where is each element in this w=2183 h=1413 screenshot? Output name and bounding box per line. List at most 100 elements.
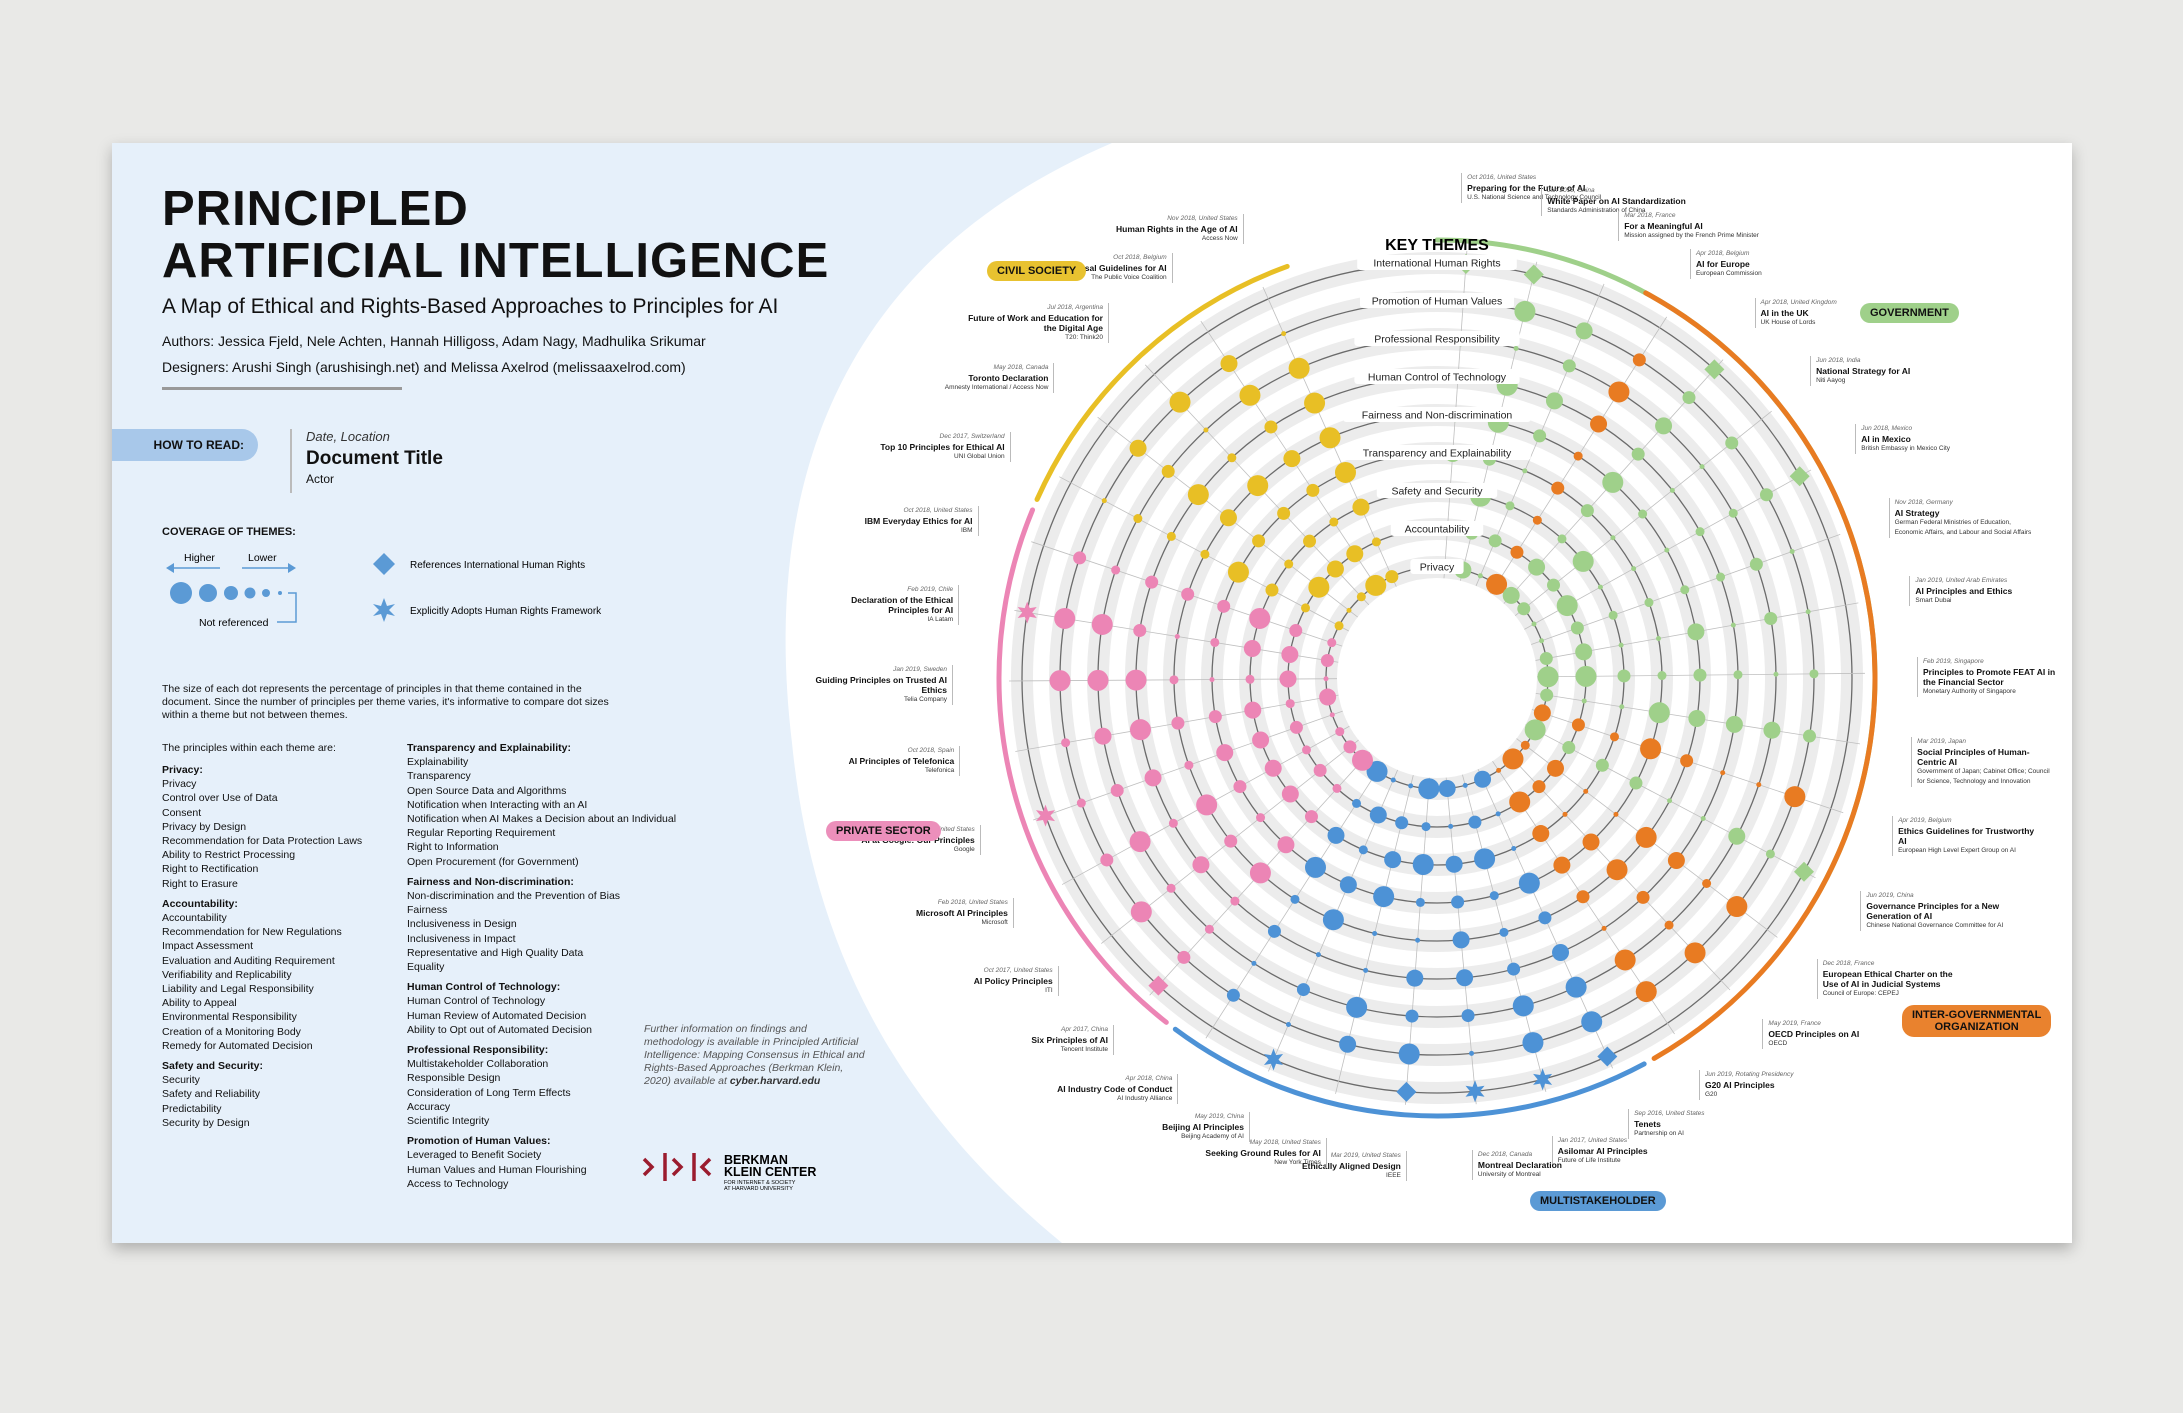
coverage-dot [1693,668,1707,682]
document-date: Apr 2018, China [1125,1075,1173,1083]
document-label: Oct 2016, United States Preparing for the… [1461,173,1607,204]
principle-item: Transparency [407,770,471,783]
coverage-dot [1648,702,1670,724]
coverage-dot [1805,609,1811,615]
document-title: Ethically Aligned Design [1301,1160,1401,1171]
further-info: Further information on findings and meth… [644,1023,869,1088]
theme-label-bg [1390,521,1484,536]
how-to-read-example: Date, Location Document Title Actor [290,429,443,493]
theme-label: Promotion of Human Values [1372,296,1503,308]
coverage-dot [1334,621,1344,631]
document-label: May 2018, Canada Toronto Declaration Amnes… [908,363,1055,394]
hr-framework-star-marker [1263,1048,1284,1071]
coverage-dot [1049,670,1071,692]
coverage-dot [1169,391,1191,413]
coverage-dot [1505,501,1515,511]
coverage-dot [1580,504,1594,518]
key-themes-radial-chart: KEY THEMES International Human Rights Prom… [996,237,1878,1119]
hr-framework-star-marker [1465,1080,1485,1103]
document-actor: UK House of Lords [1760,318,1816,326]
coverage-dot [1304,810,1318,824]
coverage-dot [1332,783,1342,793]
coverage-dot [1281,331,1287,337]
ihr-diamond-marker [1597,1046,1618,1067]
coverage-dot [1680,585,1690,595]
coverage-dot [1369,806,1387,824]
document-label: Oct 2018, Belgium Universal Guidelines fo… [1027,253,1173,284]
coverage-dot [1395,816,1409,830]
coverage-dot [1343,740,1357,754]
document-actor: ITI [1045,986,1053,994]
theme-label-bg [1360,293,1514,308]
principle-item: Explainability [407,756,469,769]
coverage-dot [1323,676,1329,682]
sector-arc-civil [1034,263,1290,502]
document-title: Asilomar AI Principles [1557,1145,1648,1156]
coverage-dot [1277,506,1291,520]
document-label: Dec 2018, France European Ethical Charter… [1816,959,1963,1000]
principle-item: Safety and Reliability [162,1088,261,1101]
document-label: Feb 2018, United States Microsoft AI Prin… [868,898,1014,929]
theme-heading: Privacy: [162,764,203,776]
coverage-dot [1655,417,1673,435]
document-title: AI in the UK [1760,307,1809,318]
principle-item: Predictability [162,1102,222,1115]
coverage-dot [1720,770,1726,776]
coverage-dot [1618,642,1624,648]
coverage-dot [1129,439,1147,457]
coverage-dot [1129,719,1151,741]
coverage-dot [1329,712,1335,718]
coverage-dot [1524,719,1546,741]
coverage-dot [1684,942,1706,964]
coverage-dot [1664,547,1670,553]
principle-item: Accountability [162,912,227,925]
further-info-link[interactable]: cyber.harvard.edu [729,1075,821,1087]
document-date: Jan 2017, United States [1557,1136,1628,1144]
coverage-dot [1174,633,1180,639]
principle-item: Multistakeholder Collaboration [407,1058,549,1071]
coverage-dot [1267,924,1281,938]
coverage-dot [1279,670,1297,688]
document-actor: University of Montreal [1477,1170,1541,1178]
coverage-dot [1171,716,1185,730]
coverage-dot [1406,969,1424,987]
document-date: May 2019, France [1768,1020,1821,1028]
coverage-dot [1285,1022,1291,1028]
coverage-dot [1283,450,1301,468]
coverage-dot [1608,610,1618,620]
hr-framework-star-marker [1017,601,1037,624]
coverage-dot [1565,976,1587,998]
document-actor: AI Industry Alliance [1117,1095,1173,1103]
coverage-dot [1301,603,1311,613]
sector-arc-multi [1172,1026,1647,1119]
coverage-dot [1518,872,1540,894]
coverage-dot [1277,836,1295,854]
theme-ring-band [1087,328,1787,1028]
coverage-dot [1570,621,1584,635]
coverage-dot [1352,798,1362,808]
coverage-dot [1682,391,1696,405]
coverage-dot [1496,767,1502,773]
coverage-dot [1629,776,1643,790]
coverage-dot [1125,669,1147,691]
coverage-dot [1372,931,1378,937]
coverage-dot [1061,738,1071,748]
document-date: Feb 2018, United States [937,899,1008,907]
document-title: AI Principles of Telefonica [848,756,955,767]
coverage-dot [1181,587,1195,601]
coverage-dot [1474,848,1496,870]
document-date: Mar 2019, United States [1330,1151,1401,1159]
coverage-dot [1371,537,1381,547]
ihr-diamond-marker [1396,1081,1417,1102]
coverage-dot [1595,758,1609,772]
document-actor: Telia Company [904,696,947,704]
coverage-dot [1302,745,1312,755]
principle-item: Open Procurement (for Government) [407,855,579,868]
document-actor: European High Level Expert Group on AI [1898,847,2016,855]
principle-item: Representative and High Quality Data [407,946,584,959]
document-date: Jan 2018, China [1547,186,1595,194]
principle-item: Environmental Responsibility [162,1011,297,1024]
sector-arc-private [996,507,1169,1025]
document-title: For a Meaningful AI [1624,220,1703,231]
further-info-text: Further information on findings and meth… [644,1023,865,1087]
